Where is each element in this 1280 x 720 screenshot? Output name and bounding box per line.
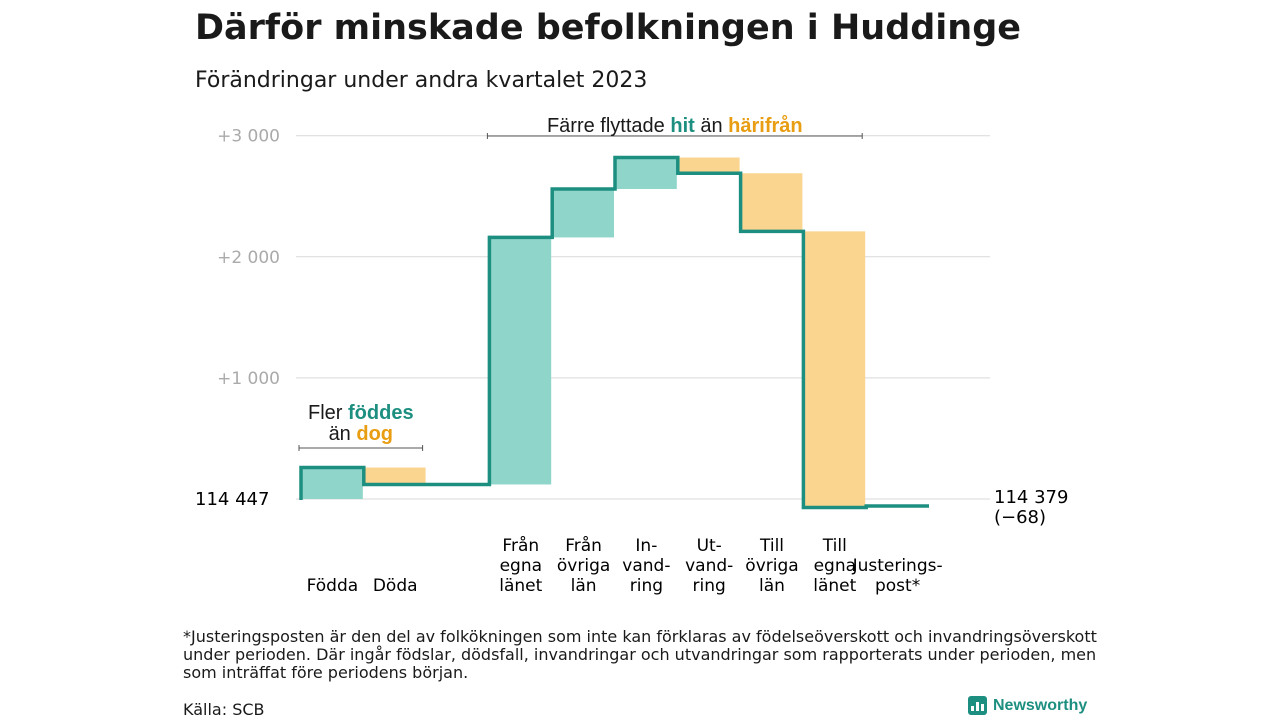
category-label: länet: [813, 576, 856, 596]
category-label: Ut-: [697, 536, 722, 556]
category-label: Till: [759, 536, 784, 556]
footnote: *Justeringsposten är den del av folkökni…: [183, 627, 1097, 682]
y-tick-label: +2 000: [217, 248, 280, 268]
chart-subtitle: Förändringar under andra kvartalet 2023: [195, 68, 648, 93]
category-label: vand-: [622, 556, 670, 576]
chart-title: Därför minskade befolkningen i Huddinge: [195, 8, 1022, 48]
category-label: län: [759, 576, 785, 596]
category-label: övriga: [557, 556, 610, 576]
category-label: Justerings-: [852, 556, 943, 576]
category-label: Från: [502, 535, 539, 556]
category-label: Döda: [373, 576, 418, 596]
waterfall-bar: [741, 173, 803, 232]
start-value-label: 114 447: [195, 489, 269, 510]
category-label: egna: [500, 556, 542, 576]
category-label: Till: [822, 536, 847, 556]
category-label: vand-: [685, 556, 733, 576]
newsworthy-logo: Newsworthy: [968, 696, 1087, 715]
waterfall-bar: [678, 157, 740, 174]
waterfall-bar: [302, 467, 363, 499]
annotation-text: än dog: [329, 423, 393, 445]
cumulative-step-line: [299, 155, 929, 510]
waterfall-bar: [804, 231, 866, 508]
category-label: länet: [499, 576, 542, 596]
source-note: Källa: SCB: [183, 700, 265, 719]
category-label: ring: [693, 576, 726, 596]
annotation-text: Färre flyttade hit än härifrån: [547, 114, 803, 137]
category-label: ring: [630, 576, 663, 596]
category-label: egna: [814, 556, 856, 576]
annotation-text: Fler föddes: [308, 402, 414, 424]
waterfall-bar: [490, 237, 552, 485]
bar-chart-icon: [968, 696, 987, 715]
y-tick-label: +3 000: [217, 127, 280, 147]
waterfall-bar: [553, 188, 614, 238]
brand-name: Newsworthy: [993, 696, 1088, 714]
y-tick-label: +1 000: [217, 369, 280, 389]
waterfall-bar: [616, 157, 677, 189]
category-label: post*: [875, 576, 920, 596]
category-label: övriga: [745, 556, 798, 576]
category-label: Födda: [307, 576, 359, 596]
end-value-label: 114 379: [994, 487, 1068, 508]
category-label: Från: [565, 535, 602, 556]
category-label: län: [571, 576, 597, 596]
waterfall-bar: [364, 467, 426, 485]
category-label: In-: [635, 536, 657, 556]
end-change-label: (−68): [994, 507, 1046, 528]
